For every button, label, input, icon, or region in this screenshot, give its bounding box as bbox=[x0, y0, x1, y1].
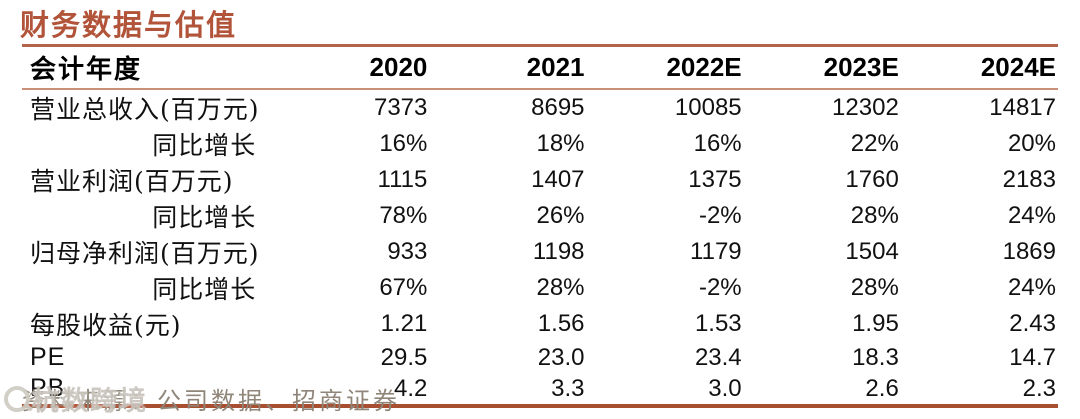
value-cell: 29.5 bbox=[380, 343, 428, 371]
header-year-2022e: 2022E bbox=[586, 45, 744, 90]
table-row-pb: PB 4.2 3.3 3.0 2.6 2.3 bbox=[22, 373, 1058, 406]
value-cell: 23.0 bbox=[537, 343, 585, 371]
header-year-2023e: 2023E bbox=[743, 45, 901, 90]
value-cell: 1.21 bbox=[380, 310, 428, 337]
row-label: 每股收益(元) bbox=[30, 311, 182, 340]
value-cell: 10085 bbox=[674, 94, 742, 121]
value-cell: 16% bbox=[379, 130, 428, 157]
value-cell: 23.4 bbox=[694, 343, 742, 371]
value-cell: 2.6 bbox=[865, 374, 899, 402]
table-row-revenue-yoy: 同比增长 16% 18% 16% 22% 20% bbox=[22, 126, 1058, 162]
value-cell: 12302 bbox=[832, 94, 899, 121]
table-row-net-profit-yoy: 同比增长 67% 28% -2% 28% 24% bbox=[22, 270, 1058, 306]
value-cell: 2183 bbox=[1002, 166, 1056, 193]
value-cell: 1198 bbox=[532, 238, 585, 265]
value-cell: 1504 bbox=[845, 238, 899, 265]
table-row-net-profit: 归母净利润(百万元) 933 1198 1179 1504 1869 bbox=[22, 234, 1058, 270]
page-title: 财务数据与估值 bbox=[20, 8, 238, 42]
value-cell: 22% bbox=[850, 130, 899, 157]
value-cell: 933 bbox=[387, 238, 428, 265]
value-cell: 14817 bbox=[989, 94, 1056, 121]
value-cell: 3.0 bbox=[708, 374, 742, 402]
financial-data-table: 会计年度 2020 2021 2022E 2023E 2024E 营业总收入(百… bbox=[22, 44, 1058, 408]
value-cell: 28% bbox=[850, 202, 899, 229]
value-cell: 1.95 bbox=[852, 310, 899, 337]
table-row-operating-profit-yoy: 同比增长 78% 26% -2% 28% 24% bbox=[22, 198, 1058, 234]
value-cell: 28% bbox=[850, 274, 899, 301]
row-label: PB bbox=[30, 374, 66, 402]
value-cell: 14.7 bbox=[1009, 343, 1056, 371]
value-cell: 1.53 bbox=[694, 310, 742, 337]
value-cell: 24% bbox=[1007, 202, 1056, 229]
row-label: 营业总收入(百万元) bbox=[30, 95, 260, 124]
value-cell: 7373 bbox=[373, 94, 428, 121]
value-cell: 16% bbox=[693, 130, 742, 157]
row-label: 同比增长 bbox=[152, 203, 257, 232]
header-year-2020: 2020 bbox=[272, 45, 430, 90]
header-fiscal-year: 会计年度 bbox=[22, 45, 273, 90]
row-label: 同比增长 bbox=[152, 275, 257, 304]
value-cell: 78% bbox=[379, 202, 428, 229]
value-cell: 4.2 bbox=[394, 374, 428, 402]
value-cell: 1407 bbox=[531, 166, 585, 193]
value-cell: 1115 bbox=[377, 166, 428, 193]
value-cell: 2.43 bbox=[1009, 310, 1056, 337]
value-cell: 18% bbox=[536, 130, 585, 157]
value-cell: 1.56 bbox=[537, 310, 585, 337]
value-cell: 1760 bbox=[845, 166, 899, 193]
row-label: 同比增长 bbox=[152, 131, 257, 160]
table-row-operating-profit: 营业利润(百万元) 1115 1407 1375 1760 2183 bbox=[22, 162, 1058, 198]
value-cell: 1179 bbox=[690, 238, 742, 265]
table-row-eps: 每股收益(元) 1.21 1.56 1.53 1.95 2.43 bbox=[22, 306, 1058, 342]
value-cell: 20% bbox=[1007, 130, 1056, 157]
value-cell: 24% bbox=[1007, 274, 1056, 301]
value-cell: 26% bbox=[536, 202, 585, 229]
value-cell: 8695 bbox=[531, 94, 585, 121]
table-row-total-revenue: 营业总收入(百万元) 7373 8695 10085 12302 14817 bbox=[22, 89, 1058, 126]
row-label: 归母净利润(百万元) bbox=[30, 239, 260, 268]
value-cell: -2% bbox=[698, 202, 742, 229]
value-cell: 3.3 bbox=[551, 374, 585, 402]
value-cell: 67% bbox=[379, 274, 428, 301]
header-year-2024e: 2024E bbox=[900, 45, 1058, 90]
value-cell: 28% bbox=[536, 274, 585, 301]
table-header-row: 会计年度 2020 2021 2022E 2023E 2024E bbox=[22, 45, 1058, 90]
header-year-2021: 2021 bbox=[429, 45, 587, 90]
table-row-pe: PE 29.5 23.0 23.4 18.3 14.7 bbox=[22, 342, 1058, 373]
row-label: PE bbox=[30, 343, 66, 371]
source-note: 资料来源：公司数据、招商证券 bbox=[22, 387, 400, 415]
row-label: 营业利润(百万元) bbox=[30, 167, 234, 196]
value-cell: 1869 bbox=[1002, 238, 1056, 265]
value-cell: -2% bbox=[698, 274, 742, 301]
value-cell: 2.3 bbox=[1022, 374, 1056, 402]
value-cell: 18.3 bbox=[852, 343, 899, 371]
value-cell: 1375 bbox=[688, 166, 742, 193]
